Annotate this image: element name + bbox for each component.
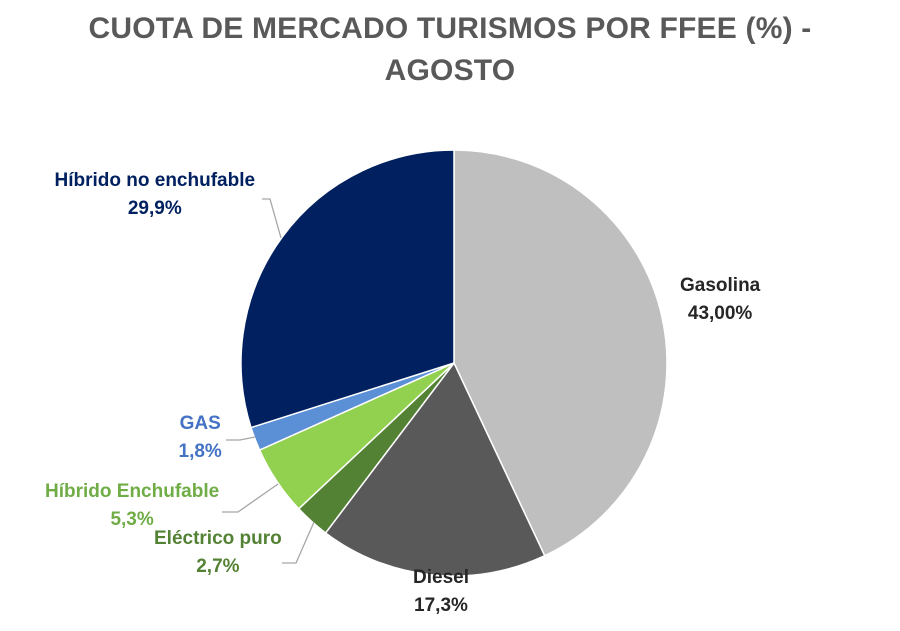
pie-slice-hibrido-no-enchufable [240, 149, 455, 429]
data-label-name: Híbrido no enchufable [54, 170, 256, 191]
data-label: GAS 1,8% [179, 410, 222, 466]
pie-slice-gasolina [453, 149, 668, 557]
data-label: Eléctrico puro 2,7% [154, 525, 282, 581]
leader-line [222, 483, 279, 513]
leader-line [282, 521, 315, 564]
pie-slice-diesel [324, 361, 546, 577]
data-label-value: 17,3% [414, 595, 468, 616]
data-label-value: 29,9% [127, 198, 182, 219]
data-label-value: 1,8% [178, 441, 222, 462]
leader-line [262, 198, 282, 239]
data-label: Gasolina 43,00% [680, 272, 760, 328]
data-label-name: Gasolina [680, 275, 761, 296]
data-label-name: GAS [179, 413, 221, 434]
leader-line [226, 436, 256, 441]
data-label-value: 2,7% [196, 556, 240, 577]
chart-title-line-1: CUOTA DE MERCADO TURISMOS POR FFEE (%) - [88, 12, 812, 45]
data-label: Híbrido Enchufable 5,3% [45, 478, 219, 534]
data-label-name: Híbrido Enchufable [45, 481, 220, 502]
chart-title-line-2: AGOSTO [384, 54, 516, 87]
data-label-value: 5,3% [110, 509, 154, 530]
data-label: Híbrido no enchufable 29,9% [55, 167, 256, 223]
data-label-name: Eléctrico puro [154, 528, 282, 549]
data-label-value: 43,00% [687, 303, 753, 324]
data-label: Diesel 17,3% [413, 564, 469, 620]
data-label-name: Diesel [413, 567, 469, 588]
